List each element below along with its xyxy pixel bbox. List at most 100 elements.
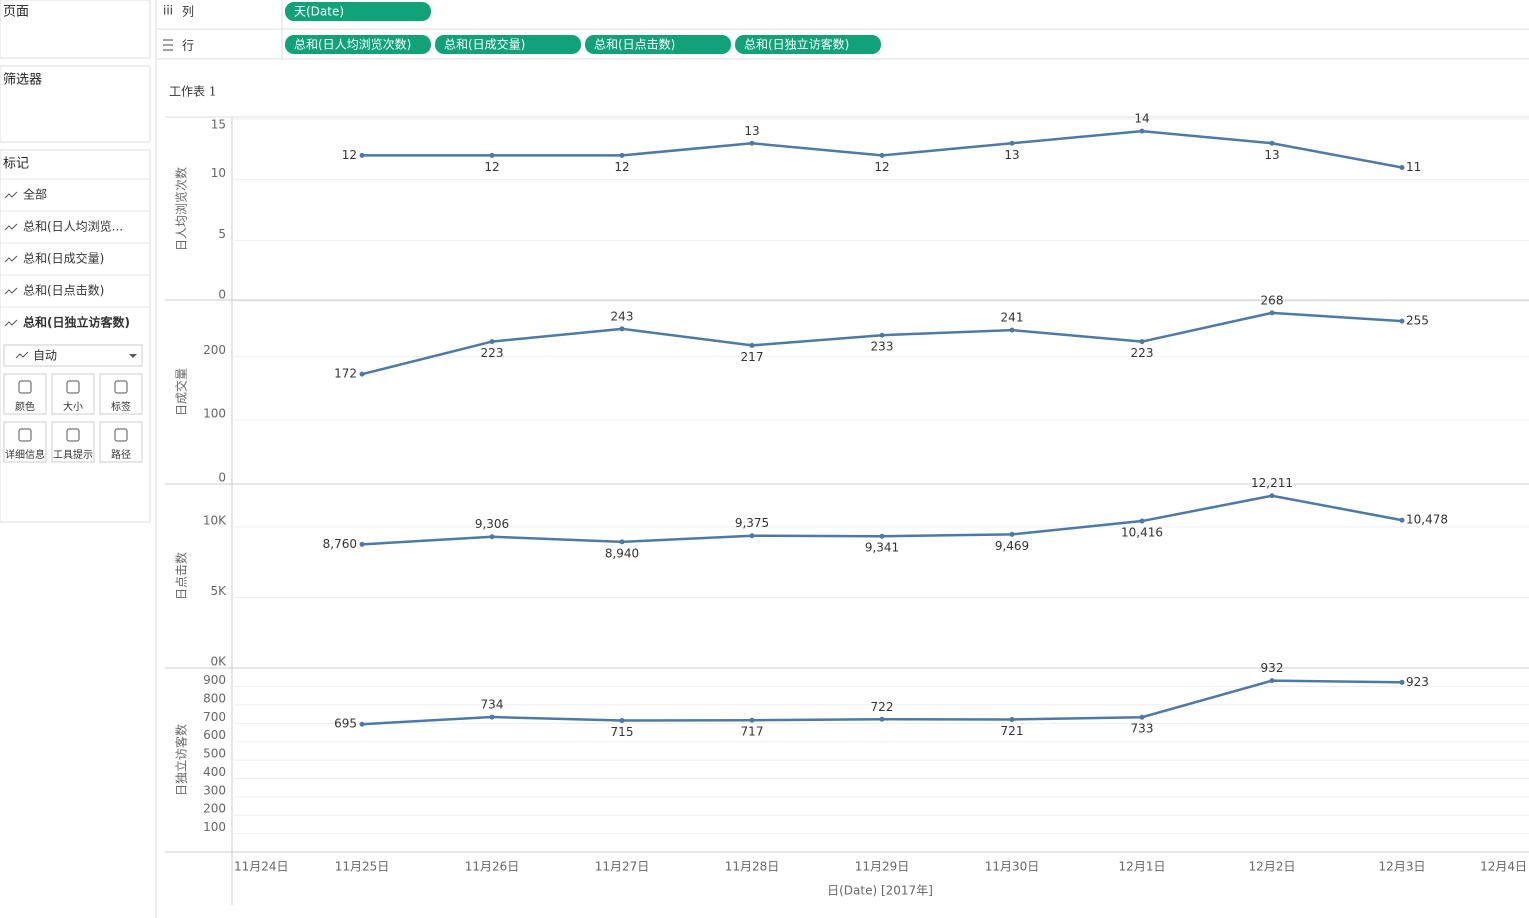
data-point — [1139, 714, 1145, 720]
x-tick-label: 11月26日 — [465, 860, 520, 874]
y-tick-label: 0 — [218, 288, 226, 302]
data-point — [1139, 128, 1145, 134]
mark-item[interactable]: 全部 — [23, 187, 47, 202]
data-point — [619, 539, 625, 545]
data-point — [489, 152, 495, 158]
y-tick-label: 10 — [211, 166, 226, 180]
x-axis-title: 日(Date) [2017年] — [827, 884, 933, 898]
data-label: 695 — [334, 717, 357, 731]
mark-type-icon — [15, 351, 29, 359]
data-label: 223 — [481, 346, 504, 360]
data-label: 268 — [1261, 293, 1284, 307]
y-tick-label: 200 — [203, 802, 226, 816]
data-point — [359, 541, 365, 547]
data-label: 13 — [1264, 148, 1279, 162]
row-pill[interactable] — [735, 35, 881, 54]
data-label: 12,211 — [1251, 476, 1293, 490]
data-label: 12 — [342, 148, 357, 162]
y-tick-label: 100 — [203, 407, 226, 421]
columns-label: 列 — [182, 5, 194, 19]
data-point — [359, 371, 365, 377]
y-tick-label: 5K — [210, 584, 227, 598]
data-label: 733 — [1131, 722, 1154, 736]
row-pill[interactable] — [585, 35, 731, 54]
x-tick-label: 11月25日 — [335, 860, 390, 874]
data-point — [619, 326, 625, 332]
data-point — [1269, 493, 1275, 499]
x-tick-label: 11月27日 — [595, 860, 650, 874]
y-axis-title: 日人均浏览次数 — [174, 167, 189, 251]
y-tick-label: 10K — [203, 513, 227, 527]
data-point — [879, 533, 885, 539]
data-point — [619, 718, 625, 724]
data-label: 715 — [611, 725, 634, 739]
data-label: 217 — [741, 350, 764, 364]
data-point — [489, 714, 495, 720]
data-point — [1399, 679, 1405, 685]
button-icon — [66, 428, 80, 442]
data-label: 923 — [1406, 675, 1429, 689]
y-tick-label: 500 — [203, 747, 226, 761]
data-point — [1009, 531, 1015, 537]
marks-card — [0, 149, 151, 523]
mark-button-label: 颜色 — [15, 400, 35, 413]
data-label: 241 — [1001, 311, 1024, 325]
y-axis-title: 日成交量 — [174, 368, 189, 416]
line-icon — [4, 255, 18, 263]
data-point — [749, 140, 755, 146]
y-tick-label: 600 — [203, 728, 226, 742]
x-tick-label: 12月2日 — [1249, 860, 1296, 874]
marks-label: 标记 — [3, 157, 29, 172]
data-label: 223 — [1131, 346, 1154, 360]
row-pill[interactable] — [285, 35, 431, 54]
row-pill-text: 总和(日成交量) — [444, 37, 525, 52]
column-pill[interactable] — [285, 2, 431, 21]
filters-card — [0, 65, 151, 143]
data-point — [1139, 518, 1145, 524]
data-label: 932 — [1261, 661, 1284, 675]
mark-button[interactable] — [3, 373, 47, 415]
y-tick-label: 0K — [210, 655, 227, 669]
mark-item[interactable]: 总和(日独立访客数) — [23, 315, 130, 330]
y-tick-label: 100 — [203, 820, 226, 834]
data-label: 721 — [1001, 724, 1024, 738]
mark-item[interactable]: 总和(日人均浏览... — [23, 219, 123, 234]
data-label: 255 — [1406, 314, 1429, 328]
data-label: 14 — [1134, 112, 1149, 126]
y-axis-title: 日点击数 — [174, 552, 189, 600]
button-icon — [66, 380, 80, 394]
column-pill-text: 天(Date) — [294, 5, 344, 19]
x-tick-label: 11月29日 — [855, 860, 910, 874]
row-pill-text: 总和(日点击数) — [594, 37, 675, 52]
data-label: 734 — [481, 698, 504, 712]
dropdown-arrow — [129, 354, 137, 358]
columns-icon: iii — [163, 4, 173, 18]
mark-item[interactable]: 总和(日点击数) — [23, 283, 104, 298]
row-pill-text: 总和(日独立访客数) — [744, 37, 849, 52]
data-label: 233 — [871, 340, 894, 354]
x-tick-label: 12月4日 — [1480, 860, 1527, 874]
data-label: 12 — [484, 160, 499, 174]
data-point — [1269, 140, 1275, 146]
button-icon — [114, 380, 128, 394]
data-point — [879, 716, 885, 722]
row-pill-text: 总和(日人均浏览次数) — [294, 37, 411, 52]
filters-label: 筛选器 — [3, 73, 42, 88]
data-point — [489, 339, 495, 345]
row-pill[interactable] — [435, 35, 581, 54]
line-icon — [4, 319, 18, 327]
x-tick-label: 11月24日 — [234, 860, 289, 874]
data-label: 13 — [1004, 148, 1019, 162]
y-axis-title: 日独立访客数 — [174, 724, 189, 796]
mark-item[interactable]: 总和(日成交量) — [23, 251, 104, 266]
data-label: 13 — [744, 124, 759, 138]
data-point — [359, 721, 365, 727]
rows-label: 行 — [182, 39, 194, 53]
mark-button-label: 路径 — [111, 448, 131, 461]
mark-type: 自动 — [33, 349, 57, 363]
data-point — [619, 152, 625, 158]
mark-type-dropdown[interactable] — [3, 344, 143, 367]
data-label: 243 — [611, 309, 634, 323]
